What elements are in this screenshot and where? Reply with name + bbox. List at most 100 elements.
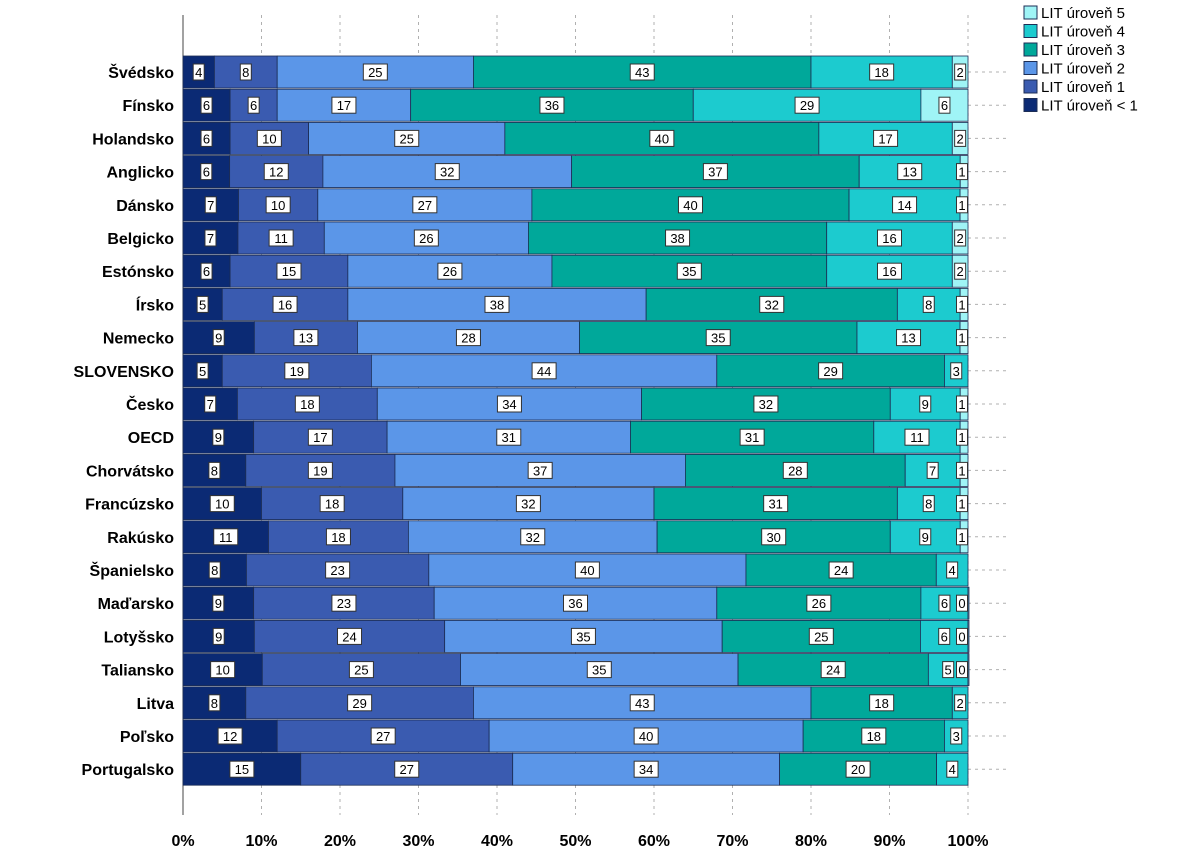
data-label-box <box>272 295 298 313</box>
data-label-box <box>956 329 968 347</box>
data-label: 9 <box>922 530 929 545</box>
bar-row: 11 18 32 30 9 1 <box>182 520 969 554</box>
bars: 4 8 25 43 18 26 6 17 36 29 66 10 25 40 17 26 12 32 37 13 17 1… <box>182 55 970 786</box>
data-label-box <box>496 428 522 446</box>
data-label: 16 <box>278 297 292 312</box>
data-label: 25 <box>368 65 382 80</box>
data-label-box <box>629 694 655 712</box>
data-label: 24 <box>826 663 840 678</box>
data-label: 36 <box>545 98 559 113</box>
category-label: Francúzsko <box>85 497 174 514</box>
data-label: 28 <box>461 331 475 346</box>
data-label: 18 <box>325 497 339 512</box>
data-label-box <box>196 295 209 313</box>
data-label: 26 <box>812 596 826 611</box>
data-label-box <box>938 96 951 114</box>
data-label-box <box>520 528 546 546</box>
data-label-box <box>956 495 968 513</box>
category-label: Česko <box>126 395 174 414</box>
data-label: 34 <box>639 762 653 777</box>
data-label-box <box>896 329 922 347</box>
data-label-box <box>192 63 205 81</box>
data-label: 6 <box>203 98 210 113</box>
data-label-box <box>904 428 930 446</box>
data-label: 32 <box>521 497 535 512</box>
data-label: 37 <box>708 165 722 180</box>
category-label: Holandsko <box>92 131 174 148</box>
data-label: 17 <box>878 131 892 146</box>
data-label: 31 <box>745 430 759 445</box>
data-label-box <box>455 329 481 347</box>
data-label-box <box>946 760 959 778</box>
data-label-box <box>938 627 951 645</box>
x-tick-label: 100% <box>948 833 989 850</box>
data-label-box <box>347 694 373 712</box>
legend-item: LIT úroveň < 1 <box>1023 98 1138 115</box>
data-label: 10 <box>271 198 285 213</box>
data-label-box <box>938 594 951 612</box>
legend-label: LIT úroveň < 1 <box>1041 98 1138 115</box>
data-label-box <box>629 63 655 81</box>
bar-row: 9 17 31 31 11 1 <box>182 420 969 454</box>
data-label: 40 <box>655 131 669 146</box>
data-label-box <box>702 163 728 181</box>
bar-segment <box>967 653 970 686</box>
data-label: 6 <box>941 596 948 611</box>
x-tick-label: 20% <box>324 833 356 850</box>
data-label-box <box>677 196 703 214</box>
legend-item: LIT úroveň 5 <box>1023 5 1125 22</box>
bar-segment <box>238 188 319 222</box>
category-label: Portugalsko <box>82 762 175 779</box>
data-label-box <box>705 329 731 347</box>
x-tick-label: 60% <box>638 833 670 850</box>
data-label: 13 <box>901 331 915 346</box>
legend-label: LIT úroveň 5 <box>1041 5 1125 22</box>
bar-row: 6 10 25 40 17 2 <box>182 122 969 155</box>
data-label-box <box>370 727 396 745</box>
data-label-box <box>570 627 596 645</box>
category-label: Írsko <box>136 295 174 314</box>
data-label: 0 <box>958 629 965 644</box>
x-tick-label: 40% <box>481 833 513 850</box>
data-label-box <box>307 428 333 446</box>
data-label: 10 <box>215 497 229 512</box>
data-label-box <box>956 395 968 413</box>
legend-label: LIT úroveň 1 <box>1041 79 1125 96</box>
data-label: 8 <box>211 563 218 578</box>
data-label-box <box>200 96 213 114</box>
data-label: 8 <box>925 297 932 312</box>
data-label: 2 <box>957 231 964 246</box>
bar-row: 9 24 35 25 6 0 <box>182 620 970 653</box>
data-label-box <box>897 163 923 181</box>
data-label: 38 <box>490 297 504 312</box>
data-label-box <box>337 627 363 645</box>
data-label-box <box>956 627 968 645</box>
legend-item: LIT úroveň 3 <box>1023 42 1125 59</box>
data-label: 36 <box>568 596 582 611</box>
data-label-box <box>922 495 935 513</box>
category-label: Litva <box>137 696 174 713</box>
data-label: 27 <box>418 198 432 213</box>
data-label-box <box>782 461 808 479</box>
data-label: 23 <box>330 563 344 578</box>
data-label-box <box>276 262 302 280</box>
data-label-box <box>412 196 438 214</box>
bar-segment <box>826 221 953 255</box>
legend-label: LIT úroveň 3 <box>1041 42 1125 59</box>
category-labels: Švédsko Fínsko Holandsko Anglicko Dánsko Belg… <box>74 63 175 779</box>
data-label: 37 <box>533 463 547 478</box>
data-label-box <box>212 594 225 612</box>
data-label-box <box>413 229 439 247</box>
data-label-box <box>209 495 235 513</box>
data-label: 6 <box>941 98 948 113</box>
data-label-box <box>284 362 310 380</box>
data-label: 43 <box>635 65 649 80</box>
data-label-box <box>200 262 213 280</box>
data-label: 9 <box>922 397 929 412</box>
data-label-box <box>210 661 236 679</box>
x-tick-label: 0% <box>171 833 194 850</box>
data-label-box <box>956 461 968 479</box>
data-label: 5 <box>199 297 206 312</box>
bar-row: 7 10 27 40 14 1 <box>182 188 969 222</box>
